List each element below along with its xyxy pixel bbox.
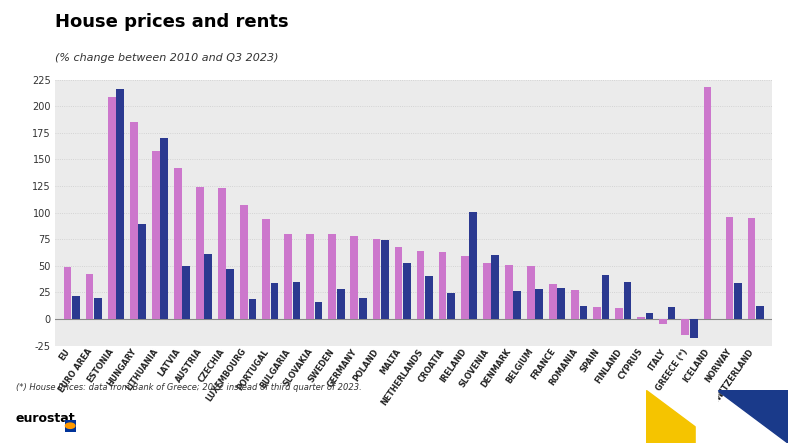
Bar [579,306,587,319]
Bar [461,256,469,319]
Bar [403,263,411,319]
Bar [513,291,521,319]
Bar [637,317,645,319]
Bar [491,255,499,319]
Polygon shape [700,400,720,432]
Bar [314,302,322,319]
Bar [72,295,80,319]
Bar [704,87,712,319]
Bar [138,224,146,319]
Text: eurostat: eurostat [16,412,76,425]
Bar [152,151,160,319]
Bar [270,283,278,319]
Bar [351,236,359,319]
Bar [483,263,491,319]
Bar [182,266,190,319]
Polygon shape [696,390,717,443]
Bar [284,234,292,319]
Bar [240,205,248,319]
Bar [756,306,764,319]
Bar [64,267,72,319]
Bar [94,298,102,319]
Bar [116,89,124,319]
Bar [660,319,667,324]
Bar [623,282,631,319]
Bar [615,308,623,319]
Polygon shape [717,390,788,443]
Bar [218,188,226,319]
Bar [571,290,579,319]
Bar [359,298,366,319]
Bar [690,319,697,338]
Polygon shape [646,390,717,443]
Bar [527,266,535,319]
Text: (*) House Prices: data from Bank of Greece; 2022 instead of third quarter of 202: (*) House Prices: data from Bank of Gree… [16,383,362,392]
Bar [447,293,455,319]
Bar [329,234,336,319]
Bar [108,97,116,319]
Bar [734,283,742,319]
Bar [667,307,675,319]
Bar [505,265,513,319]
Text: House prices and rents: House prices and rents [55,13,288,31]
Bar [417,251,425,319]
Bar [395,247,403,319]
Bar [262,219,270,319]
Bar [307,234,314,319]
Bar [469,212,477,319]
Text: (% change between 2010 and Q3 2023): (% change between 2010 and Q3 2023) [55,53,279,63]
Bar [593,307,601,319]
Bar [726,217,734,319]
Bar [381,240,388,319]
Bar [160,138,168,319]
Bar [601,276,609,319]
Bar [174,168,182,319]
Bar [439,252,447,319]
Bar [336,289,344,319]
Bar [86,274,94,319]
Bar [645,313,653,319]
Bar [549,284,557,319]
Bar [292,282,300,319]
Bar [682,319,690,335]
Bar [557,288,565,319]
Bar [226,269,234,319]
Bar [204,254,212,319]
Bar [373,239,381,319]
Bar [130,122,138,319]
Bar [248,299,256,319]
Bar [748,218,756,319]
Bar [196,187,204,319]
Bar [425,276,433,319]
Bar [535,289,543,319]
